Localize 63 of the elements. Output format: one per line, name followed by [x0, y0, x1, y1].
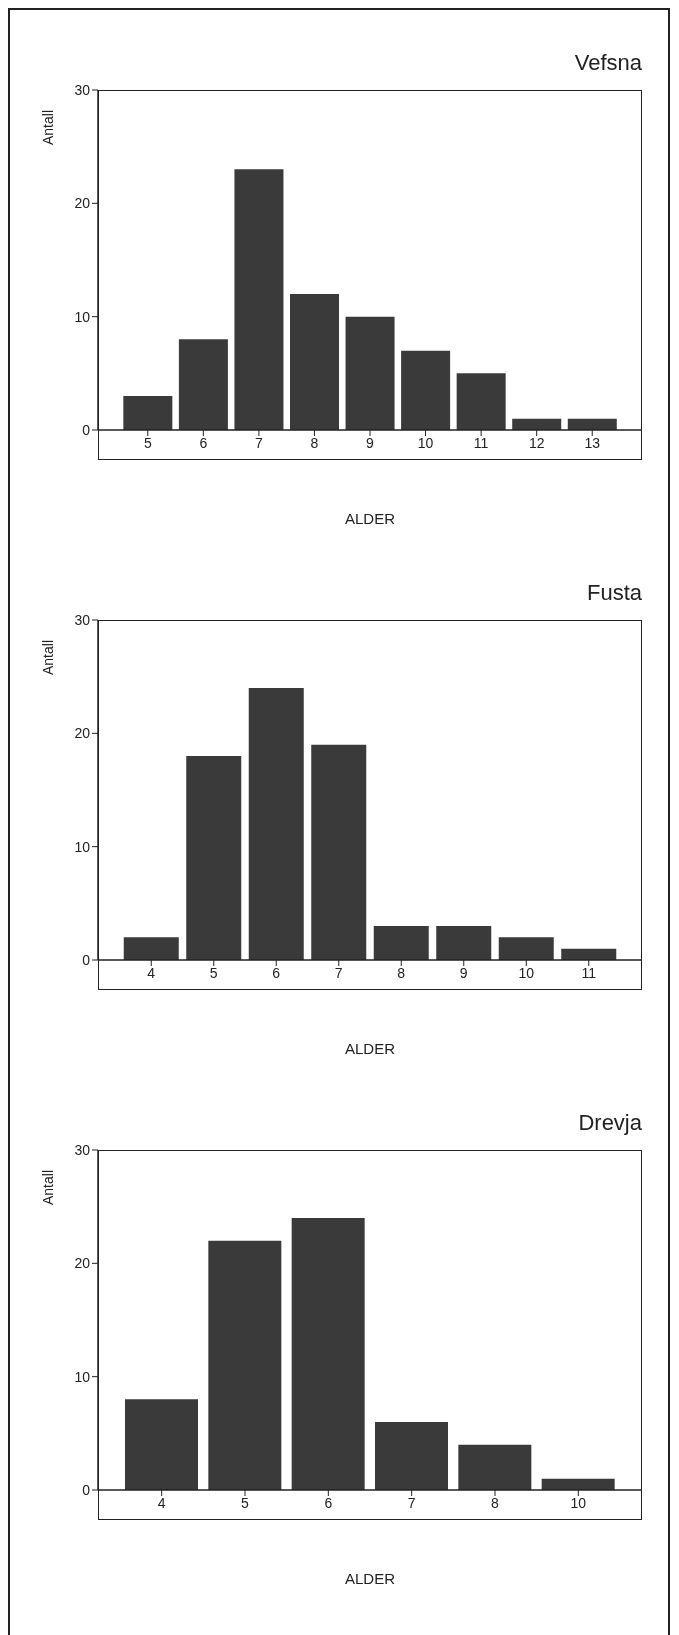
bar	[456, 373, 506, 430]
x-tick-label: 10	[417, 434, 434, 451]
x-tick-label: 6	[324, 1494, 333, 1511]
x-tick-label: 11	[473, 434, 489, 451]
x-tick-label: 6	[272, 964, 281, 981]
bar	[208, 1240, 282, 1490]
y-tick-label: 30	[74, 1141, 91, 1158]
y-axis-title: Antall	[40, 1169, 56, 1205]
y-axis-title: Antall	[40, 639, 56, 675]
bar	[291, 1218, 365, 1490]
bar	[458, 1444, 532, 1490]
x-tick-label: 5	[143, 434, 152, 451]
x-tick-label: 8	[310, 434, 319, 451]
bar	[311, 744, 367, 960]
x-tick-label: 7	[254, 434, 263, 451]
y-tick-label: 10	[74, 1368, 91, 1385]
x-axis-title: ALDER	[344, 510, 396, 527]
y-tick-label: 20	[74, 195, 91, 212]
bar	[373, 926, 429, 960]
x-tick-label: 4	[147, 964, 156, 981]
y-tick-label: 0	[82, 421, 91, 438]
x-tick-label: 11	[581, 964, 597, 981]
bar	[125, 1399, 198, 1490]
x-tick-label: 5	[209, 964, 218, 981]
x-axis-title: ALDER	[344, 1570, 396, 1587]
y-tick-label: 10	[74, 308, 91, 325]
x-tick-label: 8	[397, 964, 406, 981]
bar	[375, 1422, 448, 1490]
bar	[186, 756, 242, 960]
bar	[401, 350, 451, 430]
x-tick-label: 5	[241, 1494, 250, 1511]
bar	[290, 294, 339, 430]
y-tick-label: 20	[74, 1255, 91, 1272]
y-tick-label: 0	[82, 951, 91, 968]
x-tick-label: 9	[459, 964, 468, 981]
x-tick-label: 7	[334, 964, 343, 981]
y-tick-label: 30	[74, 611, 91, 628]
bar	[436, 926, 492, 960]
chart-title: Vefsna	[574, 50, 642, 76]
chart-title: Drevja	[578, 1110, 642, 1136]
bar	[123, 396, 173, 430]
x-tick-label: 10	[570, 1494, 587, 1511]
y-tick-label: 20	[74, 725, 91, 742]
bar	[234, 169, 284, 430]
bar	[345, 316, 395, 430]
x-tick-label: 4	[157, 1494, 166, 1511]
x-tick-label: 13	[584, 434, 601, 451]
y-tick-label: 10	[74, 838, 91, 855]
bar	[248, 688, 304, 960]
bar	[123, 937, 179, 960]
chart-title: Fusta	[586, 580, 642, 606]
y-tick-label: 30	[74, 81, 91, 98]
y-axis-title: Antall	[40, 109, 56, 145]
x-tick-label: 12	[528, 434, 545, 451]
x-tick-label: 7	[407, 1494, 416, 1511]
x-tick-label: 8	[491, 1494, 500, 1511]
y-tick-label: 0	[82, 1481, 91, 1498]
bar	[178, 339, 228, 430]
x-tick-label: 10	[518, 964, 535, 981]
x-axis-title: ALDER	[344, 1040, 396, 1057]
x-tick-label: 6	[199, 434, 208, 451]
bar	[498, 937, 554, 960]
x-tick-label: 9	[366, 434, 375, 451]
